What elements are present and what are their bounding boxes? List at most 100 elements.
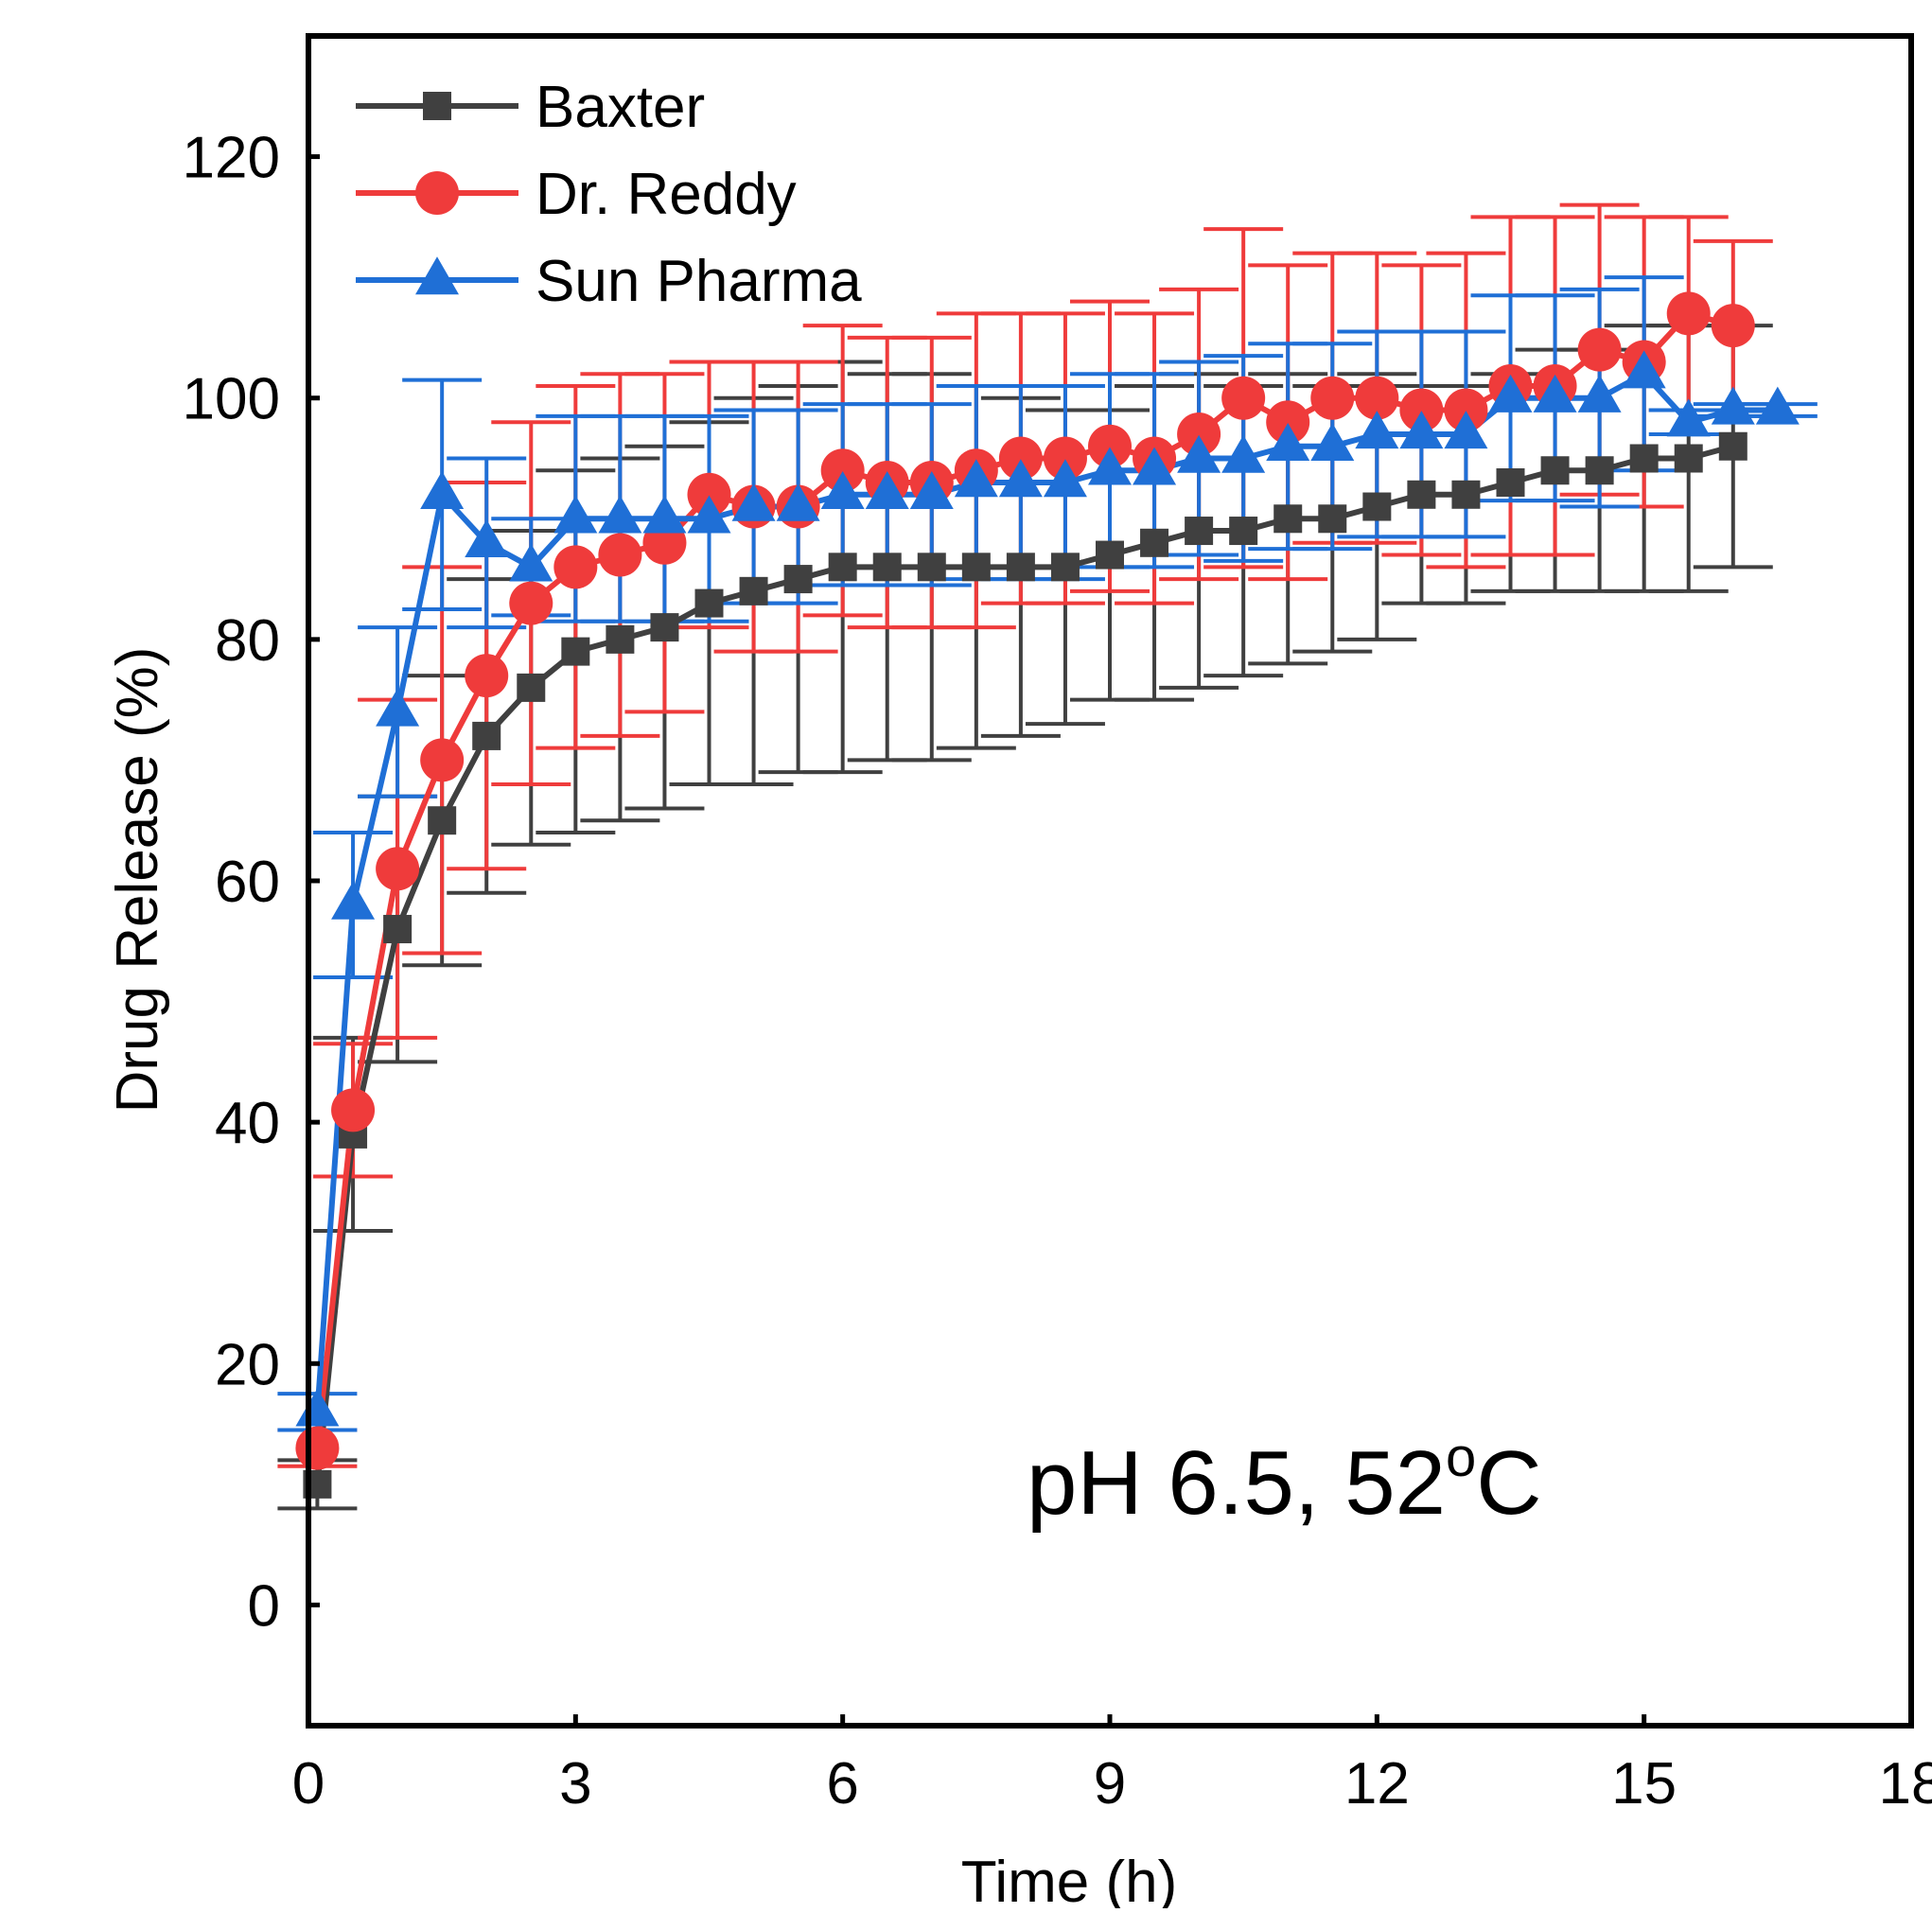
condition-annotation: pH 6.5, 52oC: [1027, 1427, 1542, 1534]
data-point-baxter: [383, 915, 413, 944]
data-point-sun-pharma: [731, 483, 776, 521]
x-tick-label: 18: [1879, 1751, 1932, 1816]
data-point-dr-reddy: [1177, 412, 1221, 456]
data-point-dr-reddy: [509, 581, 553, 625]
data-point-baxter: [472, 721, 501, 750]
data-point-sun-pharma: [598, 495, 642, 534]
data-point-sun-pharma: [642, 495, 687, 534]
data-point-baxter: [1674, 444, 1703, 473]
data-point-baxter: [1540, 456, 1570, 485]
data-point-sun-pharma: [1177, 434, 1221, 473]
data-point-dr-reddy: [998, 436, 1043, 481]
data-point-baxter: [650, 613, 679, 642]
legend-label-sun-pharma: Sun Pharma: [536, 249, 862, 314]
data-point-sun-pharma: [1355, 411, 1399, 449]
data-point-sun-pharma: [1310, 422, 1355, 461]
data-point-sun-pharma: [1399, 411, 1444, 449]
data-point-sun-pharma: [1488, 374, 1533, 412]
data-point-sun-pharma: [1533, 374, 1577, 412]
data-point-dr-reddy: [1088, 424, 1132, 468]
data-point-sun-pharma: [687, 495, 731, 534]
data-point-sun-pharma: [331, 881, 376, 920]
data-point-sun-pharma: [376, 688, 420, 727]
y-tick-label: 100: [183, 367, 280, 432]
data-point-dr-reddy: [1399, 388, 1444, 432]
data-point-sun-pharma: [820, 470, 865, 509]
data-point-baxter: [1585, 456, 1614, 485]
data-point-baxter: [1229, 517, 1258, 546]
data-point-sun-pharma: [954, 459, 998, 498]
data-point-sun-pharma: [998, 459, 1043, 498]
y-tick-label: 80: [215, 608, 280, 674]
data-point-dr-reddy: [1711, 304, 1755, 348]
annotation-tail: C: [1476, 1432, 1541, 1534]
y-tick-label: 120: [183, 126, 280, 191]
data-point-baxter: [917, 553, 946, 582]
data-point-sun-pharma: [1622, 350, 1666, 389]
data-point-baxter: [1718, 431, 1748, 461]
data-point-sun-pharma: [553, 495, 598, 534]
data-point-baxter: [561, 637, 590, 666]
y-tick-label: 40: [215, 1091, 280, 1156]
legend-marker-sun-pharma: [415, 256, 459, 295]
data-point-dr-reddy: [820, 448, 865, 493]
data-point-dr-reddy: [1310, 376, 1355, 420]
data-point-sun-pharma: [1444, 411, 1488, 449]
data-point-sun-pharma: [776, 483, 820, 521]
data-point-sun-pharma: [1043, 459, 1087, 498]
annotation-main: pH 6.5, 52: [1027, 1432, 1446, 1534]
data-point-sun-pharma: [1088, 447, 1132, 485]
data-point-sun-pharma: [465, 519, 509, 557]
data-point-dr-reddy: [295, 1426, 340, 1470]
y-axis-label: Drug Release (%): [105, 647, 170, 1114]
data-point-baxter: [1496, 468, 1525, 498]
x-tick-label: 12: [1344, 1751, 1410, 1816]
data-point-dr-reddy: [553, 545, 598, 589]
series-lines-layer: [314, 310, 1778, 1485]
y-tick-label: 60: [215, 850, 280, 915]
x-tick-label: 3: [559, 1751, 591, 1816]
data-point-baxter: [1318, 504, 1347, 534]
data-point-baxter: [1362, 492, 1392, 521]
data-point-sun-pharma: [420, 470, 465, 509]
data-point-dr-reddy: [420, 738, 465, 782]
data-point-baxter: [1006, 553, 1035, 582]
legend: Baxter Dr. Reddy Sun Pharma: [356, 75, 862, 314]
data-point-sun-pharma: [1577, 374, 1622, 412]
data-point-dr-reddy: [465, 654, 509, 698]
data-point-baxter: [1096, 540, 1124, 570]
data-point-dr-reddy: [1221, 376, 1266, 420]
data-point-baxter: [606, 624, 635, 654]
legend-marker-baxter: [423, 92, 451, 120]
data-point-baxter: [517, 673, 546, 702]
data-point-baxter: [961, 553, 991, 582]
legend-label-baxter: Baxter: [536, 75, 705, 140]
data-point-sun-pharma: [1221, 434, 1266, 473]
x-tick-label: 9: [1094, 1751, 1126, 1816]
data-point-dr-reddy: [1666, 291, 1711, 336]
data-point-baxter: [1407, 480, 1436, 509]
data-point-baxter: [1273, 504, 1303, 534]
data-point-baxter: [1140, 528, 1169, 557]
data-point-dr-reddy: [1266, 400, 1310, 445]
data-point-sun-pharma: [909, 470, 954, 509]
data-point-dr-reddy: [1444, 388, 1488, 432]
annotation-superscript: o: [1446, 1427, 1476, 1488]
data-point-sun-pharma: [1711, 386, 1755, 425]
data-point-baxter: [428, 806, 457, 835]
data-point-sun-pharma: [1666, 398, 1711, 437]
data-point-baxter: [694, 588, 724, 618]
data-point-baxter: [1451, 480, 1481, 509]
data-point-sun-pharma: [865, 470, 909, 509]
y-tick-label: 20: [215, 1332, 280, 1397]
data-point-sun-pharma: [1266, 422, 1310, 461]
data-point-dr-reddy: [376, 847, 420, 891]
data-point-dr-reddy: [1577, 327, 1622, 372]
legend-marker-dr-reddy: [415, 171, 459, 215]
data-point-dr-reddy: [598, 533, 642, 577]
series-line-sun-pharma: [314, 371, 1778, 1413]
data-point-sun-pharma: [1755, 386, 1800, 425]
data-point-dr-reddy: [687, 472, 731, 517]
